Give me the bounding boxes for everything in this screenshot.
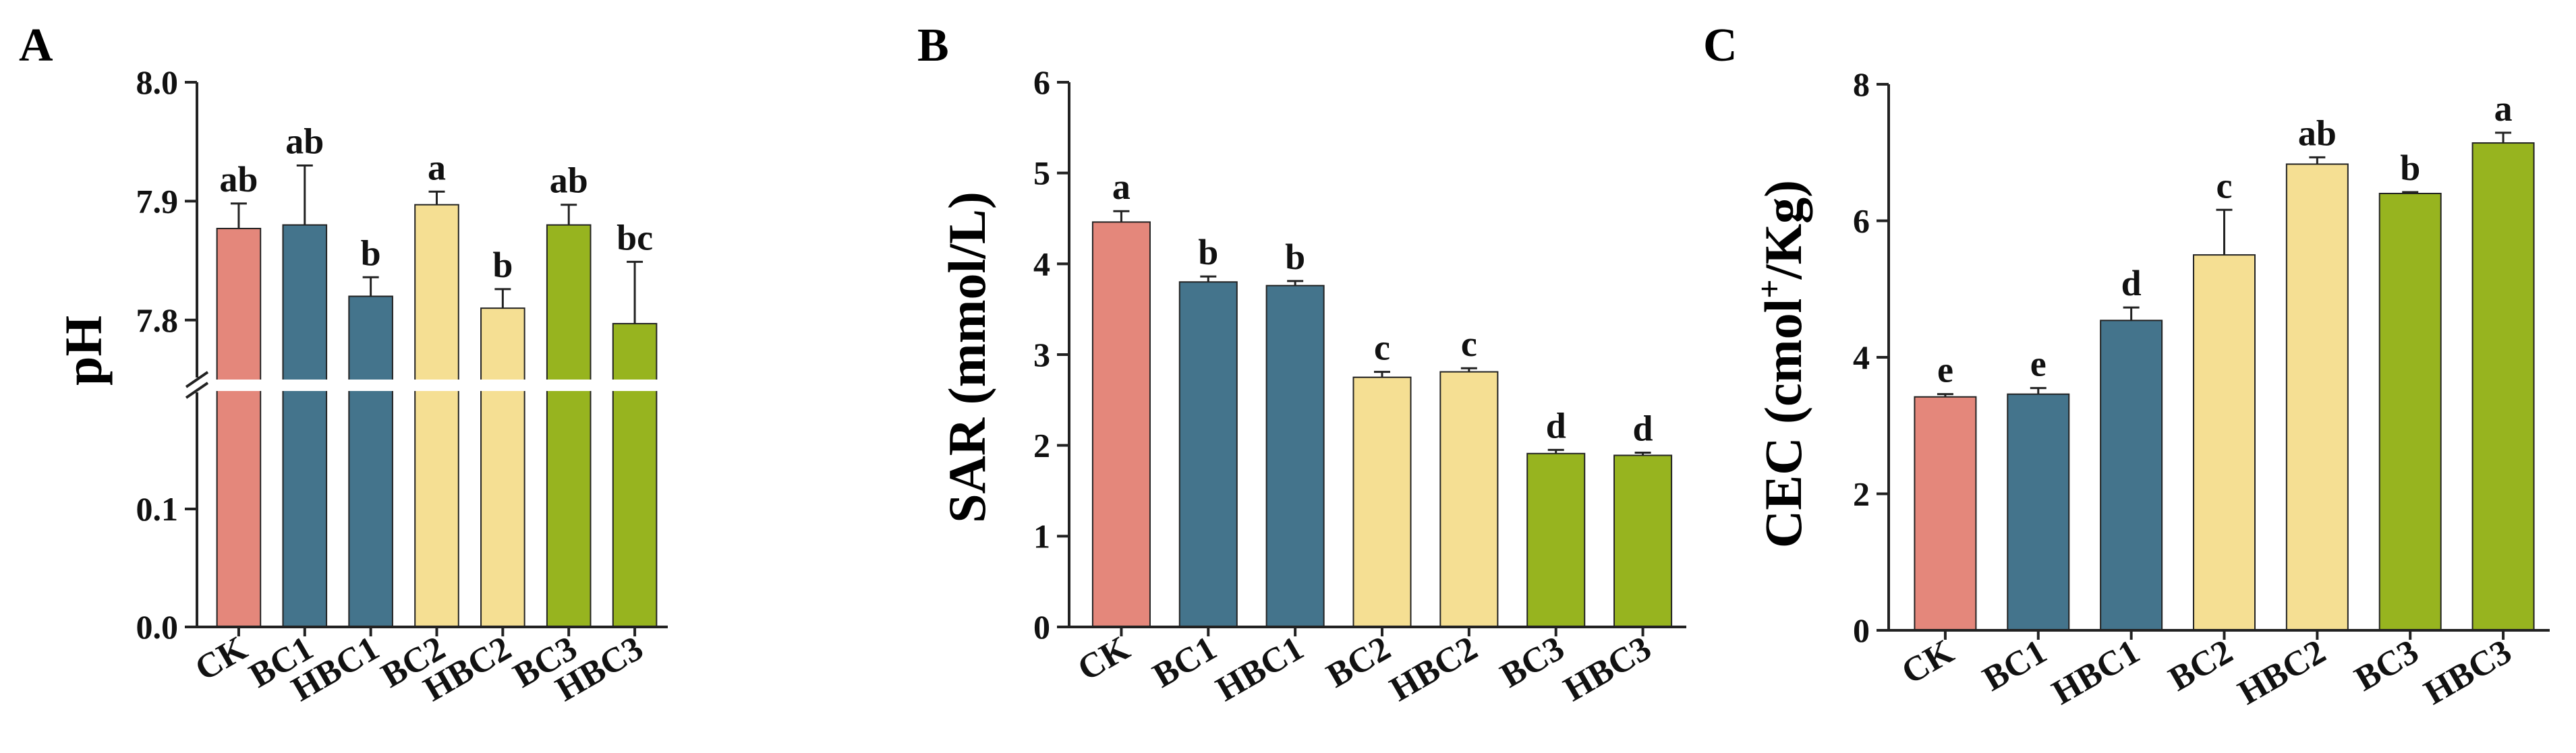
y-tick-label: 1	[1033, 517, 1050, 555]
significance-letter: ab	[2298, 113, 2337, 153]
significance-letter: c	[1461, 324, 1477, 364]
x-tick-label: HBC1	[1210, 629, 1311, 709]
bar-bc2	[414, 204, 459, 628]
x-tick-label: BC1	[1147, 629, 1224, 695]
bar-ck	[1091, 221, 1151, 628]
x-tick-label: CK	[189, 629, 254, 689]
significance-letter: d	[1633, 408, 1653, 448]
x-tick-label: BC2	[2163, 632, 2239, 698]
y-tick-label: 0	[1033, 608, 1050, 646]
x-tick-label: BC2	[1320, 629, 1397, 695]
bar-hbc2	[1439, 371, 1499, 628]
bar-bc2	[1352, 376, 1412, 628]
y-tick-label: 6	[1033, 63, 1050, 101]
significance-letter: b	[492, 245, 513, 285]
significance-letter: d	[2121, 263, 2142, 303]
y-tick-label: 0	[1853, 611, 1870, 649]
x-tick-label: HBC3	[1557, 629, 1658, 709]
bar-hbc3	[2471, 142, 2535, 631]
significance-letter: ab	[550, 160, 588, 201]
bar-hbc3	[1613, 454, 1673, 628]
y-axis-label-c: CEC (cmol+/Kg)	[1750, 180, 1812, 548]
significance-letter: ab	[219, 159, 258, 200]
bar-bc3	[2378, 193, 2442, 631]
y-tick-label: 0.1	[136, 490, 179, 528]
y-tick-label: 7.8	[136, 301, 179, 339]
y-tick-label: 8.0	[136, 63, 179, 101]
significance-letter: ab	[285, 121, 324, 161]
y-tick-label: 6	[1853, 202, 1870, 240]
axis-break-mark	[185, 382, 209, 399]
significance-letter: e	[2030, 344, 2047, 384]
significance-letter: c	[2216, 165, 2233, 206]
significance-letter: c	[1374, 328, 1390, 368]
y-tick-label: 4	[1853, 338, 1870, 376]
panel-label-a: A	[19, 20, 53, 71]
y-axis-label-a: pH	[54, 315, 113, 386]
bar-hbc1	[1265, 284, 1325, 628]
x-tick-label: HBC2	[2232, 632, 2332, 713]
y-tick-label: 0.0	[136, 608, 179, 646]
significance-letter: a	[2494, 88, 2513, 129]
axis-break-mark	[185, 371, 209, 388]
y-tick-label: 3	[1033, 336, 1050, 373]
significance-letter: a	[428, 147, 446, 187]
y-tick-label: 8	[1853, 65, 1870, 103]
y-tick-label: 2	[1853, 475, 1870, 513]
bar-hbc2	[480, 307, 525, 628]
axis-break-gap	[182, 378, 212, 392]
bar-bc3	[546, 224, 592, 628]
significance-letter: b	[1198, 232, 1218, 272]
y-axis-label-c-sup: +	[1750, 279, 1788, 299]
x-tick-label: CK	[1895, 632, 1961, 692]
y-tick-label: 2	[1033, 427, 1050, 464]
significance-letter: e	[1937, 350, 1953, 390]
significance-letter: bc	[617, 217, 653, 258]
x-tick-label: BC3	[1494, 629, 1571, 695]
significance-letter: b	[361, 233, 381, 273]
bar-hbc1	[2100, 320, 2163, 631]
y-tick-label: 5	[1033, 154, 1050, 192]
significance-letter: b	[2400, 148, 2420, 188]
significance-letter: a	[1112, 167, 1130, 207]
y-tick-label: 7.9	[136, 182, 179, 220]
x-tick-label: HBC2	[1383, 629, 1484, 709]
y-axis-label-c-tail: /Kg)	[1754, 180, 1812, 280]
y-axis-label-c-main: CEC (cmol	[1754, 299, 1812, 548]
y-tick-label: 4	[1033, 245, 1050, 282]
x-tick-label: HBC1	[2046, 632, 2146, 713]
bar-bc3	[1526, 452, 1586, 628]
bar-bc1	[1178, 281, 1238, 628]
bar-bc2	[2193, 254, 2256, 631]
panel-label-b: B	[917, 20, 949, 71]
x-tick-label: HBC3	[2417, 632, 2518, 713]
x-tick-label: BC3	[2349, 632, 2426, 698]
significance-letter: b	[1285, 237, 1305, 277]
y-axis-label-b: SAR (mmol/L)	[938, 191, 996, 523]
bar-ck	[1914, 396, 1977, 631]
panel-label-c: C	[1703, 20, 1738, 71]
bar-ck	[216, 227, 262, 628]
axis-break-band	[206, 380, 668, 391]
bar-bc1	[282, 224, 328, 628]
x-tick-label: BC1	[1976, 632, 2053, 698]
bar-bc1	[2007, 393, 2070, 631]
significance-letter: d	[1546, 405, 1566, 446]
bar-hbc2	[2285, 163, 2349, 631]
bar-hbc3	[612, 323, 658, 628]
x-tick-label: CK	[1071, 629, 1137, 689]
bar-hbc1	[348, 295, 393, 628]
